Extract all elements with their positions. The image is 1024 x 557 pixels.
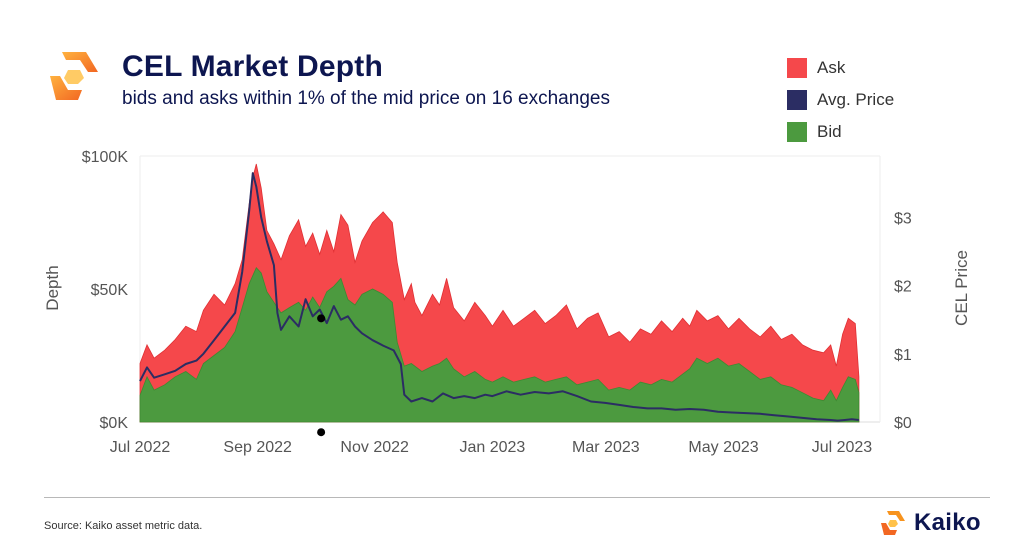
x-tick-label: Jan 2023 — [459, 439, 525, 456]
source-note: Source: Kaiko asset metric data. — [44, 520, 203, 532]
legend-label-bid: Bid — [817, 122, 842, 141]
chart-subtitle: bids and asks within 1% of the mid price… — [122, 88, 610, 109]
y2-tick-label: $1 — [894, 347, 912, 364]
x-tick-label: Mar 2023 — [572, 439, 640, 456]
legend-swatch-avg-price — [787, 90, 807, 110]
legend: Ask Avg. Price Bid — [787, 52, 894, 148]
legend-item-bid[interactable]: Bid — [787, 116, 894, 148]
y2-tick-label: $0 — [894, 415, 912, 432]
kaiko-brand-icon — [881, 511, 905, 535]
x-tick-label: Jul 2023 — [812, 439, 873, 456]
brand-name: Kaiko — [914, 509, 981, 536]
bid-area — [139, 266, 860, 423]
y-axis-title: Depth — [43, 265, 62, 310]
y-tick-label: $0K — [100, 415, 129, 432]
x-tick-label: Jul 2022 — [110, 439, 171, 456]
brand[interactable]: Kaiko — [878, 508, 981, 538]
y-tick-label: $100K — [82, 149, 129, 166]
data-marker — [317, 428, 326, 437]
data-marker — [317, 314, 326, 323]
legend-swatch-ask — [787, 58, 807, 78]
legend-label-avg-price: Avg. Price — [817, 90, 895, 109]
footer-divider — [44, 497, 990, 498]
legend-label-ask: Ask — [817, 58, 846, 77]
y2-axis-title: CEL Price — [952, 250, 971, 326]
chart-title: CEL Market Depth — [122, 50, 384, 83]
x-tick-label: Sep 2022 — [223, 439, 292, 456]
kaiko-logo-icon — [50, 52, 98, 100]
axis-ticks: $0K $50K $100K $0 $1 $2 $3 Jul 2022 Sep 2022 Nov … — [82, 149, 912, 456]
y2-tick-label: $3 — [894, 210, 912, 227]
x-tick-label: Nov 2022 — [340, 439, 409, 456]
y2-tick-label: $2 — [894, 279, 912, 296]
y-tick-label: $50K — [91, 282, 129, 299]
legend-item-ask[interactable]: Ask — [787, 52, 894, 84]
avg-price-line — [139, 172, 859, 422]
x-tick-label: May 2023 — [688, 439, 758, 456]
legend-item-avg-price[interactable]: Avg. Price — [787, 84, 894, 116]
legend-swatch-bid — [787, 122, 807, 142]
line-series — [139, 172, 859, 437]
area-series — [139, 163, 860, 423]
